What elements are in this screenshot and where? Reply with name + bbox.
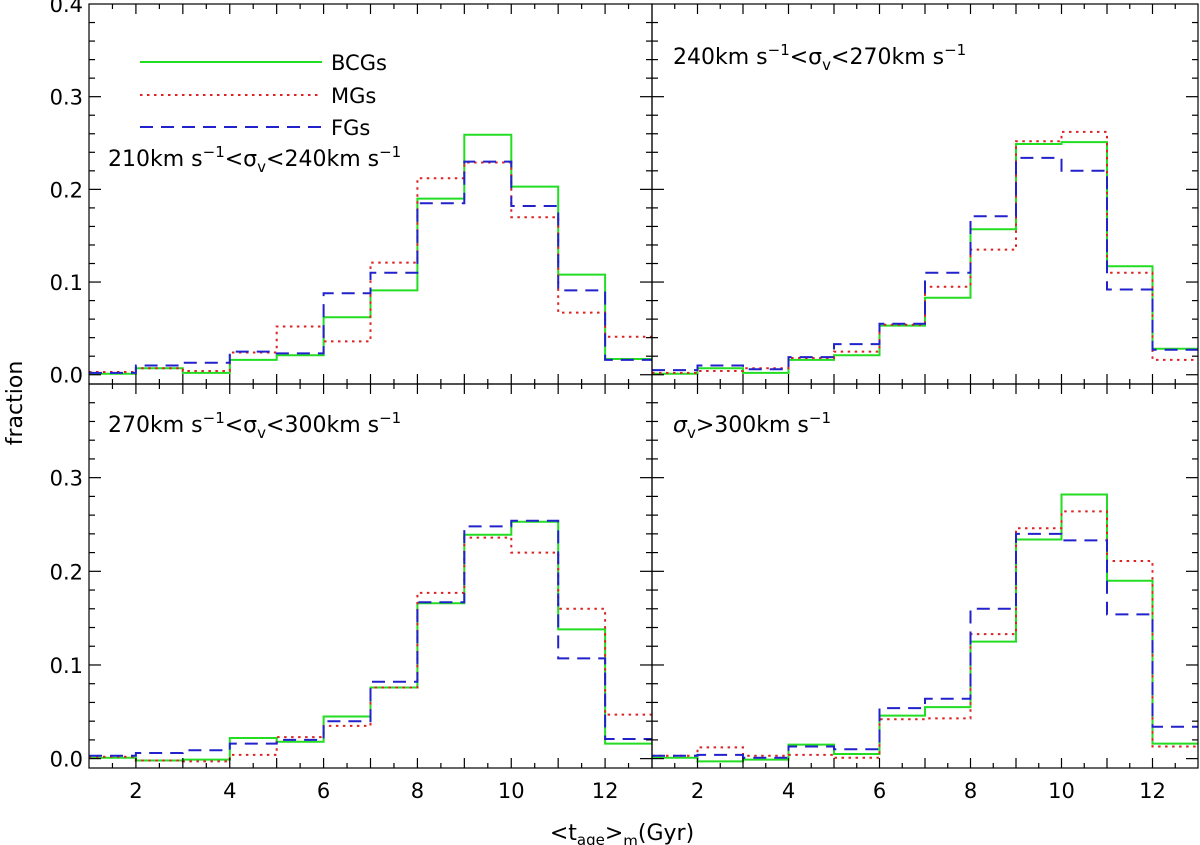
series-line-mgs	[89, 536, 652, 763]
y-tick-label: 0.2	[50, 560, 83, 584]
y-tick-label: 0.0	[50, 748, 83, 772]
panel-1: 0.0 0.1 0.2 0.3 0.4 210km s−1<σv<240km s−1	[50, 0, 653, 388]
legend-label-mgs: MGs	[331, 84, 376, 108]
series-line-fgs	[89, 160, 652, 374]
series-line-fgs	[89, 519, 652, 757]
y-tick-label: 0.1	[50, 271, 83, 295]
legend-label-bcgs: BCGs	[331, 51, 387, 75]
y-tick-label: 0.4	[50, 0, 83, 17]
legend: BCGs MGs FGs	[140, 51, 387, 140]
series-line-bcgs	[652, 141, 1198, 375]
x-tick-label: 2	[691, 779, 704, 803]
series-line-mgs	[652, 130, 1198, 374]
x-tick-label: 8	[964, 779, 977, 803]
y-tick-label: 0.2	[50, 178, 83, 202]
series-line-mgs	[652, 510, 1198, 759]
legend-label-fgs: FGs	[331, 116, 370, 140]
panel-label-3: 270km s−1<σv<300km s−1	[108, 409, 401, 442]
x-tick-label: 2	[129, 779, 142, 803]
panel-label-1: 210km s−1<σv<240km s−1	[108, 143, 401, 176]
x-tick-label: 10	[498, 779, 525, 803]
panel-3: 2 4 6 8 10 12 0.0 0.1 0.2 0.3 270km s−1<σv<300km s…	[50, 383, 653, 803]
y-tick-label: 0.1	[50, 654, 83, 678]
panel-label-4: σv>300km s−1	[673, 409, 831, 442]
x-tick-label: 4	[223, 779, 236, 803]
x-tick-label: 6	[873, 779, 886, 803]
x-tick-label: 12	[592, 779, 619, 803]
x-tick-label: 4	[782, 779, 795, 803]
x-tick-label: 8	[411, 779, 424, 803]
y-tick-label: 0.0	[50, 364, 83, 388]
x-axis-title: <tage>m(Gyr)	[550, 821, 694, 845]
panel-4: 2 4 6 8 10 12 σv>300km s−1	[651, 383, 1199, 803]
x-tick-label: 6	[317, 779, 330, 803]
panel-label-2: 240km s−1<σv<270km s−1	[673, 41, 966, 74]
series-line-mgs	[89, 161, 652, 373]
series-line-fgs	[652, 532, 1198, 759]
series-line-fgs	[652, 156, 1198, 372]
series-line-bcgs	[652, 493, 1198, 763]
panel-2: 240km s−1<σv<270km s−1	[651, 3, 1199, 385]
x-tick-label: 12	[1139, 779, 1166, 803]
x-tick-label: 10	[1048, 779, 1075, 803]
y-tick-label: 0.3	[50, 86, 83, 110]
y-tick-label: 0.3	[50, 467, 83, 491]
y-axis-title: fraction	[3, 361, 28, 446]
